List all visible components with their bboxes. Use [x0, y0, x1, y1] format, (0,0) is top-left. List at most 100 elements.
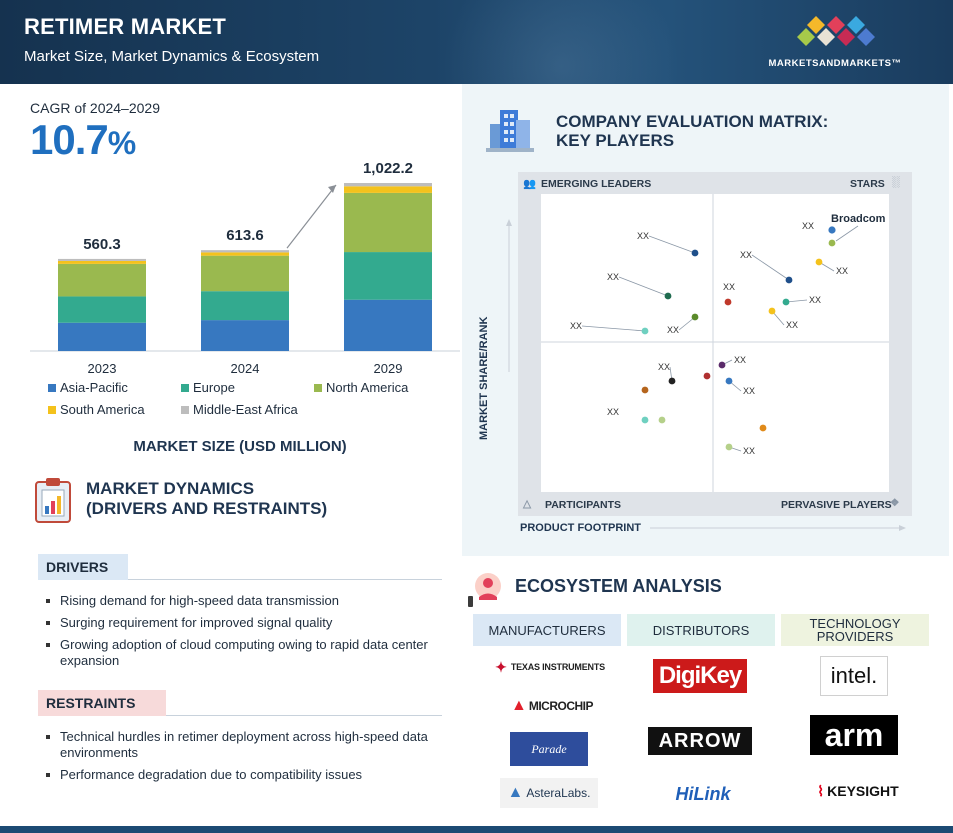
evaluation-matrix-title-line1: COMPANY EVALUATION MATRIX:	[556, 112, 829, 131]
legend-swatch	[181, 406, 189, 414]
quadrant-emerging-leaders-icon: 👥	[523, 178, 537, 190]
keysight-logo: ⌇ KEYSIGHT	[808, 780, 908, 802]
bar-segment-north-america	[201, 255, 289, 292]
bar-segment-asia-pacific	[344, 299, 432, 351]
drivers-heading: DRIVERS	[38, 554, 128, 580]
microchip-mark-icon: ▲	[510, 697, 527, 714]
ecosystem-title: ECOSYSTEM ANALYSIS	[515, 576, 722, 596]
cagr-value: 10.7%	[30, 116, 136, 164]
y-axis-label: MARKET SHARE/RANK	[478, 316, 490, 440]
evaluation-matrix-title-line2: KEY PLAYERS	[556, 131, 675, 150]
logo-text: MARKETSANDMARKETS™	[768, 58, 902, 69]
bar-segment-south-america	[344, 186, 432, 193]
bar-segment-south-america	[58, 260, 146, 264]
quadrant-stars: STARS	[850, 178, 885, 190]
growth-arrowhead-icon	[328, 185, 336, 193]
keysight-wave-icon: ⌇	[817, 782, 825, 799]
stars-icon: ░	[892, 176, 900, 188]
page-title: RETIMER MARKET	[24, 14, 227, 39]
market-dynamics-title-line2: (DRIVERS AND RESTRAINTS)	[86, 499, 328, 518]
legend-label: Europe	[193, 380, 235, 395]
bar-segment-middle-east-africa	[201, 250, 289, 253]
hilink-text: HiLink	[675, 783, 731, 804]
cagr-unit: %	[107, 125, 136, 161]
restraint-item: Technical hurdles in retimer deployment …	[40, 729, 460, 761]
growth-arrow-line	[286, 184, 337, 249]
legend-label: Middle-East Africa	[193, 402, 298, 417]
microchip-text: MICROCHIP	[528, 699, 594, 713]
page-subtitle: Market Size, Market Dynamics & Ecosystem	[24, 48, 320, 65]
legend-label: North America	[326, 380, 409, 395]
restraints-divider	[166, 715, 442, 716]
bar-total-label: 613.6	[226, 227, 264, 244]
bar-segment-asia-pacific	[201, 320, 289, 351]
legend-swatch	[181, 384, 189, 392]
texas-state-icon: ✦	[495, 658, 507, 675]
driver-item: Surging requirement for improved signal …	[40, 615, 450, 631]
astera-triangle-icon: ▲	[507, 784, 524, 801]
arrow-text: ARROW	[658, 729, 742, 752]
marketsandmarkets-logo[interactable]: MARKETSANDMARKETS™	[760, 14, 910, 72]
ecosystem-person-icon	[468, 573, 501, 607]
arrow-logo: ARROW	[648, 727, 752, 755]
participants-icon: △	[523, 498, 532, 510]
clipboard-chart-icon	[35, 478, 71, 523]
legend-item-middle-east-africa: Middle-East Africa	[181, 402, 298, 417]
bar-total-label: 1,022.2	[363, 160, 413, 177]
ecosystem-column-manufacturers: MANUFACTURERS	[473, 614, 621, 646]
buildings-icon	[486, 110, 534, 152]
asteralabs-logo: ▲ AsteraLabs.	[500, 778, 598, 808]
legend-item-north-america: North America	[314, 380, 408, 395]
header-banner: RETIMER MARKET Market Size, Market Dynam…	[0, 0, 953, 84]
bar-segment-europe	[58, 296, 146, 323]
bar-segment-south-america	[201, 252, 289, 256]
digikey-text: DigiKey	[658, 662, 742, 689]
restraints-heading: RESTRAINTS	[38, 690, 166, 716]
ecosystem-column-technology-providers: TECHNOLOGY PROVIDERS	[781, 614, 929, 646]
arm-logo: arm	[810, 715, 898, 755]
evaluation-matrix-title: COMPANY EVALUATION MATRIX: KEY PLAYERS	[556, 112, 828, 150]
legend-item-asia-pacific: Asia-Pacific	[48, 380, 128, 395]
x-axis-label: PRODUCT FOOTPRINT	[520, 522, 641, 534]
category-label: 2023	[88, 361, 117, 376]
intel-text: intel.	[830, 663, 878, 688]
bar-segment-europe	[201, 291, 289, 321]
puzzle-icon: ❖	[890, 497, 900, 509]
legend-swatch	[314, 384, 322, 392]
legend-item-europe: Europe	[181, 380, 235, 395]
market-size-chart: 560.3 2023 613.6 2024 1,022.2 2029	[30, 160, 460, 376]
quadrant-participants: PARTICIPANTS	[545, 499, 622, 511]
arm-text: arm	[824, 716, 884, 753]
legend-swatch	[48, 384, 56, 392]
header-decoration	[433, 0, 753, 84]
bar-segment-north-america	[58, 263, 146, 297]
footer-bar	[0, 826, 953, 833]
market-dynamics-title: MARKET DYNAMICS (DRIVERS AND RESTRAINTS)	[86, 479, 327, 519]
bar-segment-europe	[344, 252, 432, 300]
cagr-number: 10.7	[30, 116, 109, 163]
drivers-divider	[128, 579, 442, 580]
legend-item-south-america: South America	[48, 402, 145, 417]
restraint-item: Performance degradation due to compatibi…	[40, 767, 460, 783]
intel-logo: intel.	[820, 656, 888, 696]
keysight-text: KEYSIGHT	[827, 783, 899, 799]
restraints-list: Technical hurdles in retimer deployment …	[40, 729, 460, 789]
bar-segment-middle-east-africa	[344, 183, 432, 187]
bar-total-label: 560.3	[83, 236, 121, 253]
asteralabs-text: AsteraLabs.	[526, 786, 591, 800]
microchip-logo: ▲ MICROCHIP	[497, 694, 607, 718]
quadrant-emerging-leaders: EMERGING LEADERS	[541, 178, 652, 190]
parade-logo: Parade	[510, 732, 588, 766]
cagr-label: CAGR of 2024–2029	[30, 100, 160, 116]
logo-diamonds-icon	[797, 16, 875, 46]
matrix-plot-area	[541, 194, 889, 492]
hilink-logo: HiLink	[662, 780, 744, 808]
legend-label: Asia-Pacific	[60, 380, 128, 395]
driver-item: Rising demand for high-speed data transm…	[40, 593, 450, 609]
texas-instruments-text: Texas Instruments	[510, 662, 605, 672]
parade-text: Parade	[531, 741, 567, 756]
bar-segment-north-america	[344, 192, 432, 253]
category-label: 2024	[231, 361, 260, 376]
driver-item: Growing adoption of cloud computing owin…	[40, 637, 450, 669]
bar-segment-asia-pacific	[58, 322, 146, 351]
